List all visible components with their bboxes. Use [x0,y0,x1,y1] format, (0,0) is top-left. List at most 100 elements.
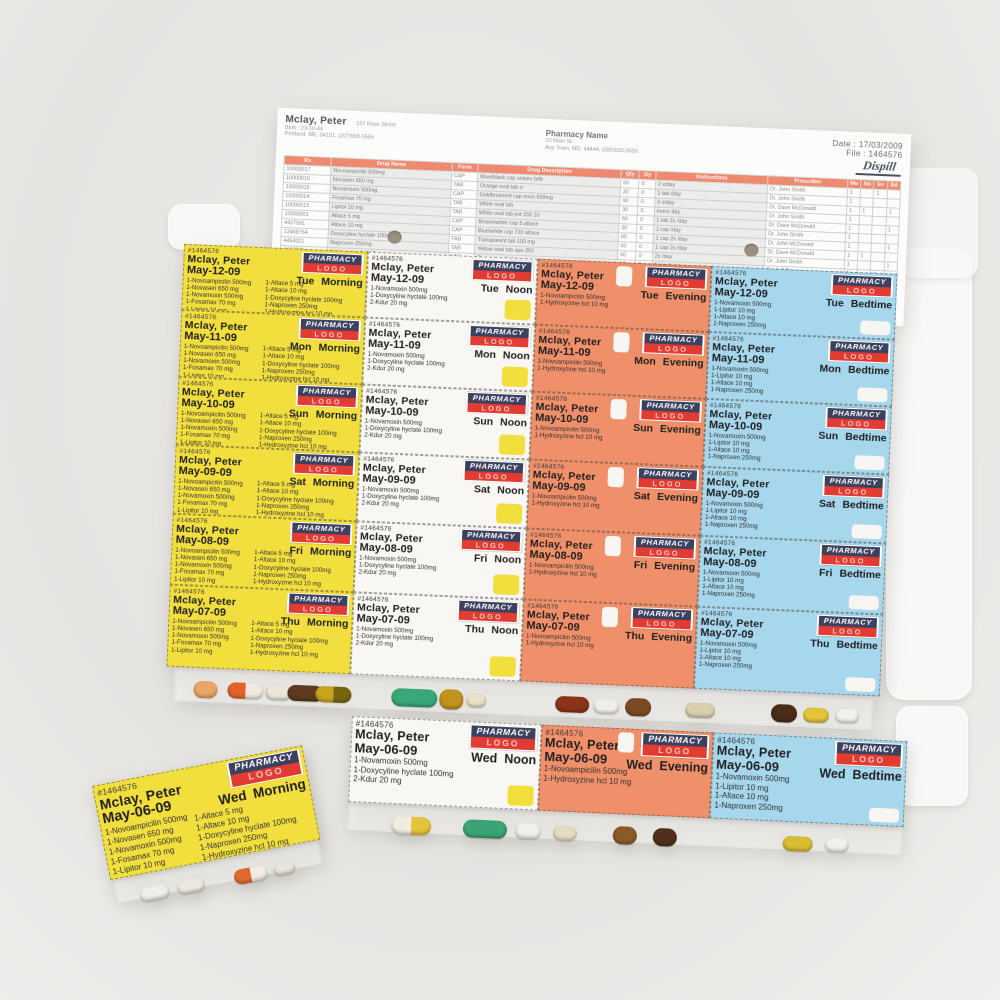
pill [554,695,590,714]
day-abbrev: Sun [632,421,654,435]
day-abbrev: Mon [474,347,497,361]
cell-right-block: PHARMACY LOGO Thu Evening [625,606,694,644]
pharmacy-logo: PHARMACY LOGO [644,266,708,290]
dose-cell-sat-bedtime: #1464576 Mclay, Peter May-09-09 PHARMACY LOG… [700,466,890,544]
pharmacy-logo: PHARMACY LOGO [470,258,534,283]
day-period-label: Fri Bedtime [819,566,881,581]
pharmacy-logo: PHARMACY LOGO [295,384,359,408]
brand-logo: Dispill [855,158,904,177]
dose-cell-sun-evening: #1464576 Mclay, Peter May-10-09 PHARMACY LOG… [529,391,707,467]
period-label: Evening [665,289,707,304]
pill [802,706,830,723]
pill [834,708,860,724]
pill [315,685,352,704]
day-period-label: Tue Noon [481,282,533,296]
day-period-label: Thu Noon [465,622,519,636]
day-abbrev: Fri [473,551,488,565]
notch-yellow [498,434,526,456]
notch-yellow [507,785,534,807]
dose-cell-thu-morning: #1464576 Mclay, Peter May-07-09 PHARMACY LOG… [166,584,354,675]
dose-cell-mon-bedtime: #1464576 Mclay, Peter May-11-09 PHARMACY LOG… [706,331,895,407]
dose-cell-thu-evening: #1464576 Mclay, Peter May-07-09 PHARMACY LOG… [520,599,698,689]
tray-flange-strip [896,706,968,806]
day-abbrev: Sat [473,482,491,496]
notch-white [601,606,619,628]
dose-cell-sun-morning: #1464576 Mclay, Peter May-10-09 PHARMACY LOG… [175,376,363,453]
day-period-label: Wed Noon [471,750,537,767]
pill [390,687,438,708]
pill [138,883,171,903]
wednesday-strip: #1464576 Mclay, Peter May-06-09 PHARMACY LOG… [346,716,910,856]
cell-right-block: PHARMACY LOGO Sat Noon [462,459,526,497]
notch-white [615,266,633,287]
pharmacy-logo: PHARMACY LOGO [819,543,883,567]
dose-cell-mon-morning: #1464576 Mclay, Peter May-11-09 PHARMACY LOG… [178,309,366,385]
notch-white [844,676,876,693]
dose-cell-thu-bedtime: #1464576 Mclay, Peter May-07-09 PHARMACY LOG… [693,606,884,697]
pill [652,827,678,847]
dose-cell-thu-noon: #1464576 Mclay, Peter May-07-09 PHARMACY LOG… [350,592,524,682]
period-label: Noon [497,483,525,497]
cell-right-block: PHARMACY LOGO Tue Noon [470,258,534,296]
dose-cell-mon-noon: #1464576 Mclay, Peter May-11-09 PHARMACY LOG… [362,317,536,392]
med-list-col2: 1-Altace 5 mg 1-Altace 10 mg 1-Doxycyline … [256,480,335,520]
pharmacy-logo: PHARMACY LOGO [834,740,904,769]
day-abbrev: Wed [470,750,498,766]
period-label: Evening [659,422,702,437]
patient-block: Mclay, Peter 157 Rose Street Birth : 23-… [284,114,396,156]
pill [232,863,269,885]
cell-right-block: PHARMACY LOGO Thu Bedtime [810,614,880,652]
notch-white [851,524,882,540]
pharmacy-logo: PHARMACY LOGO [641,332,705,356]
pharmacy-logo: PHARMACY LOGO [633,535,697,560]
day-abbrev: Tue [480,281,499,295]
med-list-col2: 1-Altace 5 mg 1-Altace 10 mg 1-Doxycyline … [259,412,338,452]
med-list-col2: 1-Altace 5 mg 1-Altace 10 mg 1-Doxycyline … [264,279,343,317]
period-label: Bedtime [847,363,890,378]
period-label: Noon [491,623,519,637]
notch-white [617,732,635,753]
med-list-col2: 1-Altace 5 mg 1-Altace 10 mg 1-Doxycyline … [261,345,340,384]
pharmacy-logo: PHARMACY LOGO [289,521,353,545]
dose-cell-sun-noon: #1464576 Mclay, Peter May-10-09 PHARMACY LOG… [359,384,533,460]
pill [193,680,218,699]
pill [227,682,264,700]
dose-cell-fri-morning: #1464576 Mclay, Peter May-08-09 PHARMACY LOG… [169,513,357,593]
day-abbrev: Fri [633,558,648,572]
dose-cell-sun-bedtime: #1464576 Mclay, Peter May-10-09 PHARMACY LOG… [703,398,892,475]
day-period-label: Sun Noon [473,415,527,429]
day-abbrev: Tue [825,296,845,310]
dose-cell-tue-evening: #1464576 Mclay, Peter May-12-09 PHARMACY LOG… [535,258,712,332]
notch-yellow [504,299,532,321]
blister-pack-assembly: Mclay, Peter 157 Rose Street Birth : 23-… [165,104,912,737]
pharmacy-logo: PHARMACY LOGO [822,474,885,498]
tray-edge-top-right [902,168,978,278]
cell-right-block: PHARMACY LOGO Sun Bedtime [818,406,888,444]
day-abbrev: Wed [819,766,846,782]
cell-right-block: PHARMACY LOGO Wed Noon [468,724,538,767]
period-label: Evening [662,355,704,370]
notch-white [859,320,891,336]
tray-tab-left [168,204,240,250]
period-label: Noon [499,415,528,429]
cell-right-block: PHARMACY LOGO Mon Evening [634,332,705,369]
cell-right-block: PHARMACY LOGO Sat Evening [634,467,700,504]
pharmacy-logo: PHARMACY LOGO [292,452,356,476]
period-label: Evening [651,630,693,644]
cell-right-block: PHARMACY LOGO Wed Evening [626,732,710,775]
notch-yellow [492,574,520,596]
dose-cell-tue-noon: #1464576 Mclay, Peter May-12-09 PHARMACY LOG… [365,251,538,325]
pharmacy-logo: PHARMACY LOGO [459,528,523,552]
day-abbrev: Thu [810,636,830,650]
pill [438,688,464,710]
pharmacy-logo: PHARMACY LOGO [286,592,350,616]
pill [552,824,578,841]
cell-right-block: PHARMACY LOGO Fri Bedtime [819,543,883,581]
dose-cell-wed-evening: #1464576 Mclay, Peter May-06-09 PHARMACY LOG… [537,724,714,819]
period-label: Noon [502,348,530,362]
cell-right-block: PHARMACY LOGO Sun Noon [465,391,529,429]
cell-right-block: PHARMACY LOGO Thu Noon [456,599,520,637]
pharmacy-logo: PHARMACY LOGO [468,724,538,752]
pill [465,693,487,708]
